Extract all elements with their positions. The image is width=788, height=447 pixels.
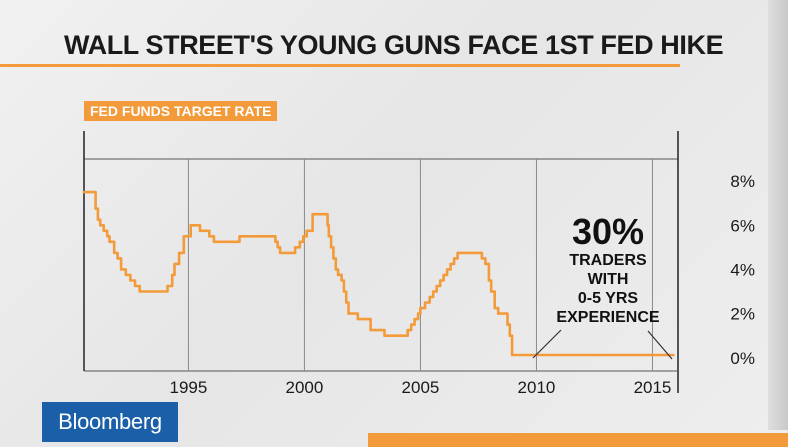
annotation-pointer-left (532, 329, 562, 359)
headline: WALL STREET'S YOUNG GUNS FACE 1ST FED HI… (64, 30, 724, 60)
y-tick-label: 6% (730, 216, 755, 235)
y-tick-label: 2% (730, 305, 755, 324)
annotation-line: WITH (588, 271, 629, 288)
series-line (82, 190, 675, 357)
x-tick-label: 2005 (402, 378, 440, 397)
x-tick-label: 1995 (170, 378, 208, 397)
x-tick-label: 2010 (518, 378, 556, 397)
x-tick-label: 2015 (634, 378, 672, 397)
annotation-line: TRADERS (569, 252, 647, 269)
annotation-line: EXPERIENCE (556, 309, 659, 326)
chart-title-badge: FED FUNDS TARGET RATE (84, 101, 278, 121)
annotation-line: 0-5 YRS (578, 290, 639, 307)
side-panel-strip (768, 0, 788, 430)
y-tick-label: 8% (730, 172, 755, 191)
headline-rule (0, 64, 680, 67)
x-tick-label: 2000 (286, 378, 324, 397)
bottom-accent-bar (368, 433, 788, 447)
bloomberg-logo: Bloomberg (42, 402, 178, 442)
y-tick-label: 4% (730, 260, 755, 279)
y-tick-label: 0% (730, 349, 755, 368)
annotation-pointer-right (647, 330, 673, 360)
annotation-value: 30% (572, 211, 644, 252)
